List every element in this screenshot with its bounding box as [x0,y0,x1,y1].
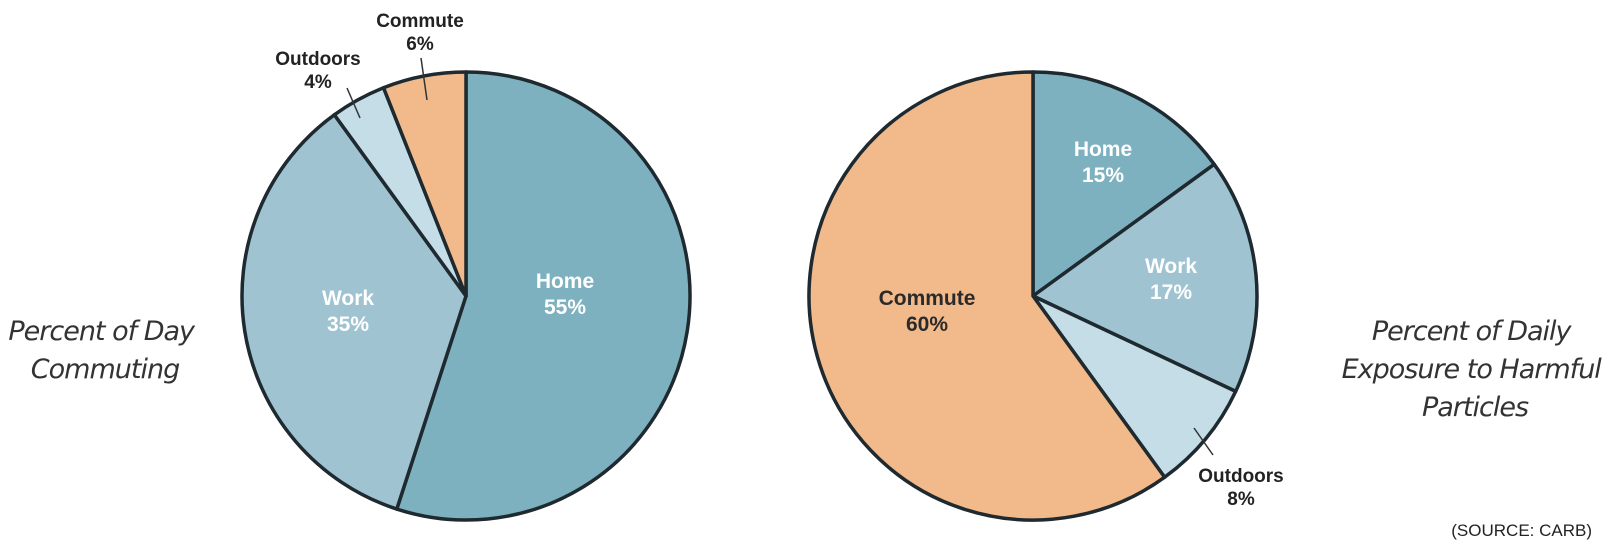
chart2-label-home-name: Home [1074,138,1132,161]
chart1-label-home: Home 55% [536,270,594,319]
chart2-label-home: Home 15% [1074,138,1132,187]
chart2-label-home-value: 15% [1082,164,1124,187]
chart2-labels: Home 15% Work 17% Outdoors 8% Commute 60% [879,138,1284,510]
chart1-leader-outdoors [346,87,361,119]
chart2-slice-outdoors [1031,294,1238,479]
chart2-label-outdoors: Outdoors 8% [1198,466,1284,510]
chart1-label-work-name: Work [322,287,374,310]
chart2-title-line3: Particles [1422,392,1529,423]
chart1-title-line2: Commuting [31,354,180,385]
chart1-slices [240,70,692,522]
chart2-label-outdoors-name: Outdoors [1198,466,1284,487]
chart1-label-commute: Commute 6% [376,11,464,55]
chart2-label-outdoors-value: 8% [1227,489,1255,510]
chart2-slice-work [1031,162,1259,394]
chart2-leader-outdoors [1193,427,1214,456]
chart2-label-work-value: 17% [1150,281,1192,304]
chart1-label-home-value: 55% [544,296,586,319]
chart2-label-commute-value: 60% [906,313,948,336]
chart1-title: Percent of Day Commuting [8,316,201,385]
chart1-slice-home [395,70,692,522]
chart2-label-work: Work 17% [1145,255,1197,304]
pie-chart-daily-exposure: Home 15% Work 17% Outdoors 8% Commute 60% [807,70,1284,522]
source-note: (SOURCE: CARB) [1451,521,1592,540]
chart1-label-outdoors-value: 4% [304,72,332,93]
pie-chart-day-commuting: Home 55% Work 35% Outdoors 4% Commute 6% [240,11,692,522]
chart1-label-home-name: Home [536,270,594,293]
chart1-label-commute-value: 6% [406,34,434,55]
chart2-slices [807,70,1259,522]
chart1-leader-commute [420,57,428,101]
chart2-title: Percent of Daily Exposure to Harmful Par… [1342,316,1609,423]
chart2-label-work-name: Work [1145,255,1197,278]
chart2-title-line1: Percent of Daily [1372,316,1573,347]
chart1-labels: Home 55% Work 35% Outdoors 4% Commute 6% [275,11,594,336]
chart2-title-line2: Exposure to Harmful [1342,354,1603,385]
chart2-slice-commute [807,70,1167,522]
chart1-label-commute-name: Commute [376,11,464,32]
chart1-label-outdoors: Outdoors 4% [275,49,361,93]
chart2-slice-home [1031,70,1216,298]
chart1-label-work-value: 35% [327,313,369,336]
chart1-label-outdoors-name: Outdoors [275,49,361,70]
chart1-slice-work [240,113,468,511]
chart1-label-work: Work 35% [322,287,374,336]
chart1-title-line1: Percent of Day [8,316,196,347]
chart2-label-commute-name: Commute [879,287,976,310]
chart2-label-commute: Commute 60% [879,287,976,336]
